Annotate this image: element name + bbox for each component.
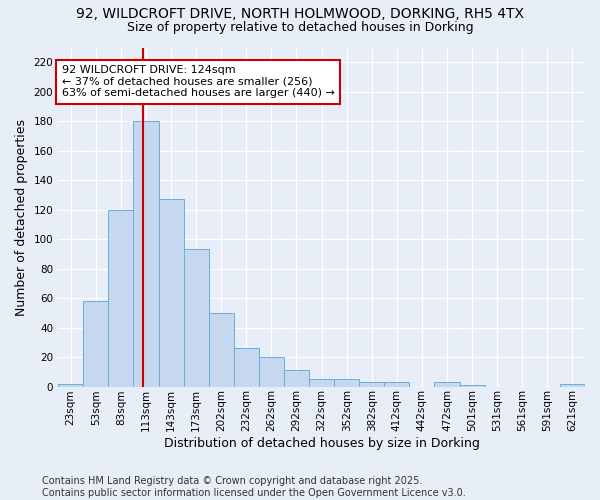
Bar (385, 382, 409, 386)
Y-axis label: Number of detached properties: Number of detached properties (15, 118, 28, 316)
Bar (309, 379, 334, 386)
Text: 92 WILDCROFT DRIVE: 124sqm
← 37% of detached houses are smaller (256)
63% of sem: 92 WILDCROFT DRIVE: 124sqm ← 37% of deta… (62, 65, 335, 98)
Bar (359, 382, 385, 386)
Text: Contains HM Land Registry data © Crown copyright and database right 2025.
Contai: Contains HM Land Registry data © Crown c… (42, 476, 466, 498)
Bar (133, 121, 158, 386)
Bar (109, 210, 133, 386)
Bar (434, 382, 460, 386)
Bar (284, 370, 309, 386)
Bar (560, 384, 585, 386)
Text: Size of property relative to detached houses in Dorking: Size of property relative to detached ho… (127, 21, 473, 34)
Bar (209, 313, 234, 386)
Bar (158, 200, 184, 386)
Bar (234, 348, 259, 387)
Bar (83, 301, 109, 386)
X-axis label: Distribution of detached houses by size in Dorking: Distribution of detached houses by size … (164, 437, 479, 450)
Bar (460, 385, 485, 386)
Bar (334, 379, 359, 386)
Text: 92, WILDCROFT DRIVE, NORTH HOLMWOOD, DORKING, RH5 4TX: 92, WILDCROFT DRIVE, NORTH HOLMWOOD, DOR… (76, 8, 524, 22)
Bar (58, 384, 83, 386)
Bar (184, 250, 209, 386)
Bar (259, 357, 284, 386)
